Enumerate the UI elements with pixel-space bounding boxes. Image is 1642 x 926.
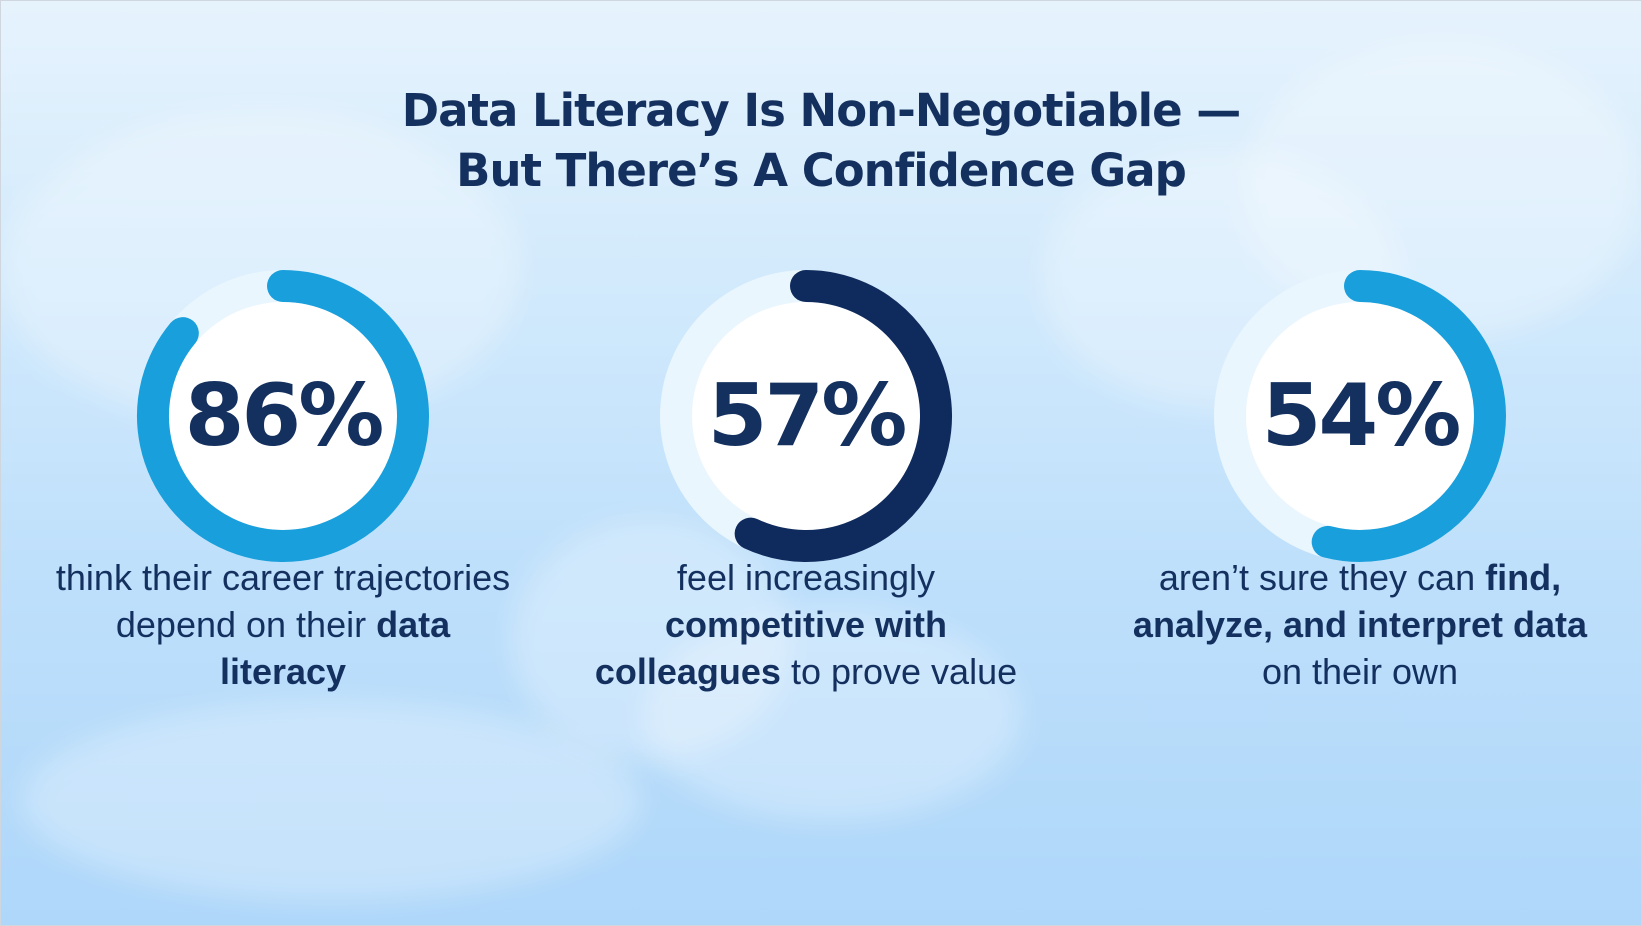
page-title: Data Literacy Is Non-Negotiable — But Th… bbox=[1, 81, 1641, 201]
caption-text: on their own bbox=[1261, 651, 1459, 692]
caption-emphasis: data literacy bbox=[219, 604, 451, 692]
stat-value-3: 54% bbox=[1261, 366, 1462, 466]
donut-center-2 bbox=[692, 302, 920, 530]
donut-svg-2 bbox=[660, 270, 952, 562]
stat-value-2: 57% bbox=[707, 366, 908, 466]
stat-card-2: 57% feel increasingly competitive with c… bbox=[576, 256, 1036, 695]
stat-value-1: 86% bbox=[184, 366, 385, 466]
stat-caption-2: feel increasingly competitive with colle… bbox=[576, 554, 1036, 695]
cloud-decoration bbox=[511, 521, 791, 761]
donut-chart-1: 86% bbox=[123, 256, 443, 576]
caption-text: feel increasingly bbox=[676, 557, 936, 598]
caption-text: to prove value bbox=[780, 651, 1018, 692]
donut-arc-2 bbox=[734, 270, 952, 562]
stat-caption-3: aren’t sure they can find, analyze, and … bbox=[1130, 554, 1590, 695]
donut-center-3 bbox=[1246, 302, 1474, 530]
donut-center-1 bbox=[169, 302, 397, 530]
caption-text: aren’t sure they can bbox=[1158, 557, 1486, 598]
donut-svg-3 bbox=[1214, 270, 1506, 562]
title-line-1: Data Literacy Is Non-Negotiable — bbox=[401, 84, 1242, 137]
cloud-decoration bbox=[641, 611, 1021, 821]
caption-emphasis: find, analyze, and interpret data bbox=[1132, 557, 1588, 645]
donut-chart-3: 54% bbox=[1200, 256, 1520, 576]
donut-arc-3 bbox=[1311, 270, 1506, 562]
stat-caption-1: think their career trajectories depend o… bbox=[53, 554, 513, 695]
donut-chart-2: 57% bbox=[646, 256, 966, 576]
caption-emphasis: competitive with colleagues bbox=[594, 604, 948, 692]
stat-card-1: 86% think their career trajectories depe… bbox=[53, 256, 513, 695]
cloud-decoration bbox=[21, 701, 641, 901]
stat-card-3: 54% aren’t sure they can find, analyze, … bbox=[1130, 256, 1590, 695]
title-line-2: But There’s A Confidence Gap bbox=[456, 144, 1187, 197]
caption-text: think their career trajectories depend o… bbox=[55, 557, 511, 645]
donut-arc-1 bbox=[137, 270, 429, 562]
donut-svg-1 bbox=[137, 270, 429, 562]
